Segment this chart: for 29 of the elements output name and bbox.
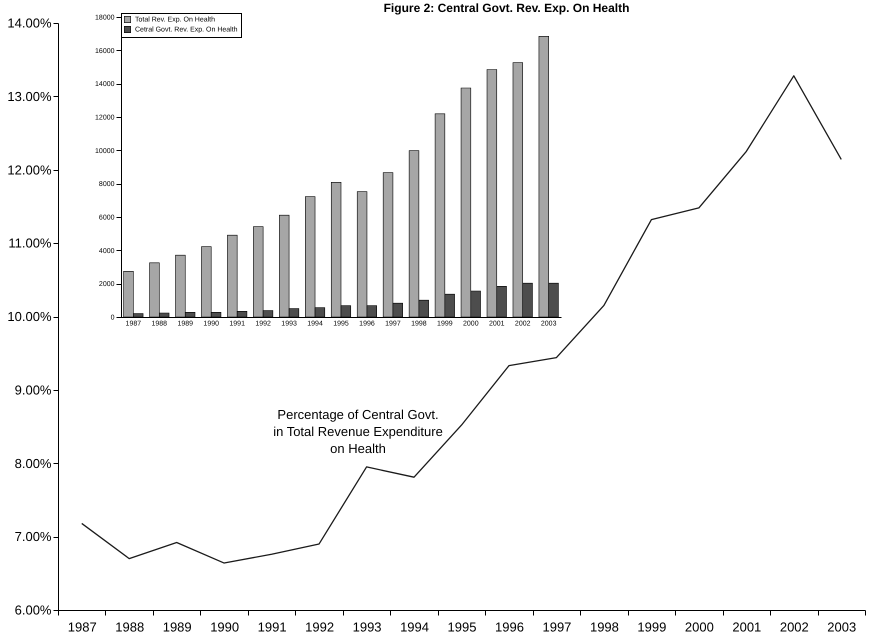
y-tick-label: 7.00% <box>14 529 52 544</box>
x-tick-label: 2001 <box>732 620 762 634</box>
x-tick-label: 1995 <box>448 620 476 634</box>
y-tick-label: 13.00% <box>7 88 52 104</box>
x-tick-label: 1999 <box>637 620 666 634</box>
line-series <box>81 75 842 564</box>
y-tick-label: 6.00% <box>14 602 52 618</box>
x-tick-label: 1991 <box>258 620 287 634</box>
x-tick-label: 1990 <box>210 620 240 634</box>
y-tick-label: 9.00% <box>14 382 52 398</box>
x-tick-label: 1996 <box>495 620 524 634</box>
x-tick-label: 1989 <box>162 620 192 634</box>
x-tick-label: 1998 <box>590 620 619 634</box>
x-tick-label: 2003 <box>827 620 856 634</box>
x-tick-label: 1997 <box>542 620 572 634</box>
y-tick-label: 8.00% <box>14 456 52 471</box>
x-tick-label: 1988 <box>115 620 144 634</box>
y-tick-label: 12.00% <box>7 162 52 178</box>
y-tick-label: 14.00% <box>7 16 52 30</box>
x-tick-label: 1992 <box>305 620 334 634</box>
y-tick-label: 10.00% <box>7 309 52 324</box>
x-tick-label: 2000 <box>684 620 714 634</box>
x-tick-label: 1993 <box>352 620 382 634</box>
y-tick-label: 11.00% <box>8 236 52 251</box>
x-tick-label: 1987 <box>68 620 97 634</box>
x-tick-label: 1994 <box>400 620 429 634</box>
chart-title: Figure 2: Central Govt. Rev. Exp. On Health <box>384 1 630 15</box>
annotation: Percentage of Central Govt. in Total Revenue Expenditure on Health <box>273 407 443 456</box>
x-tick-label: 2002 <box>780 620 809 634</box>
